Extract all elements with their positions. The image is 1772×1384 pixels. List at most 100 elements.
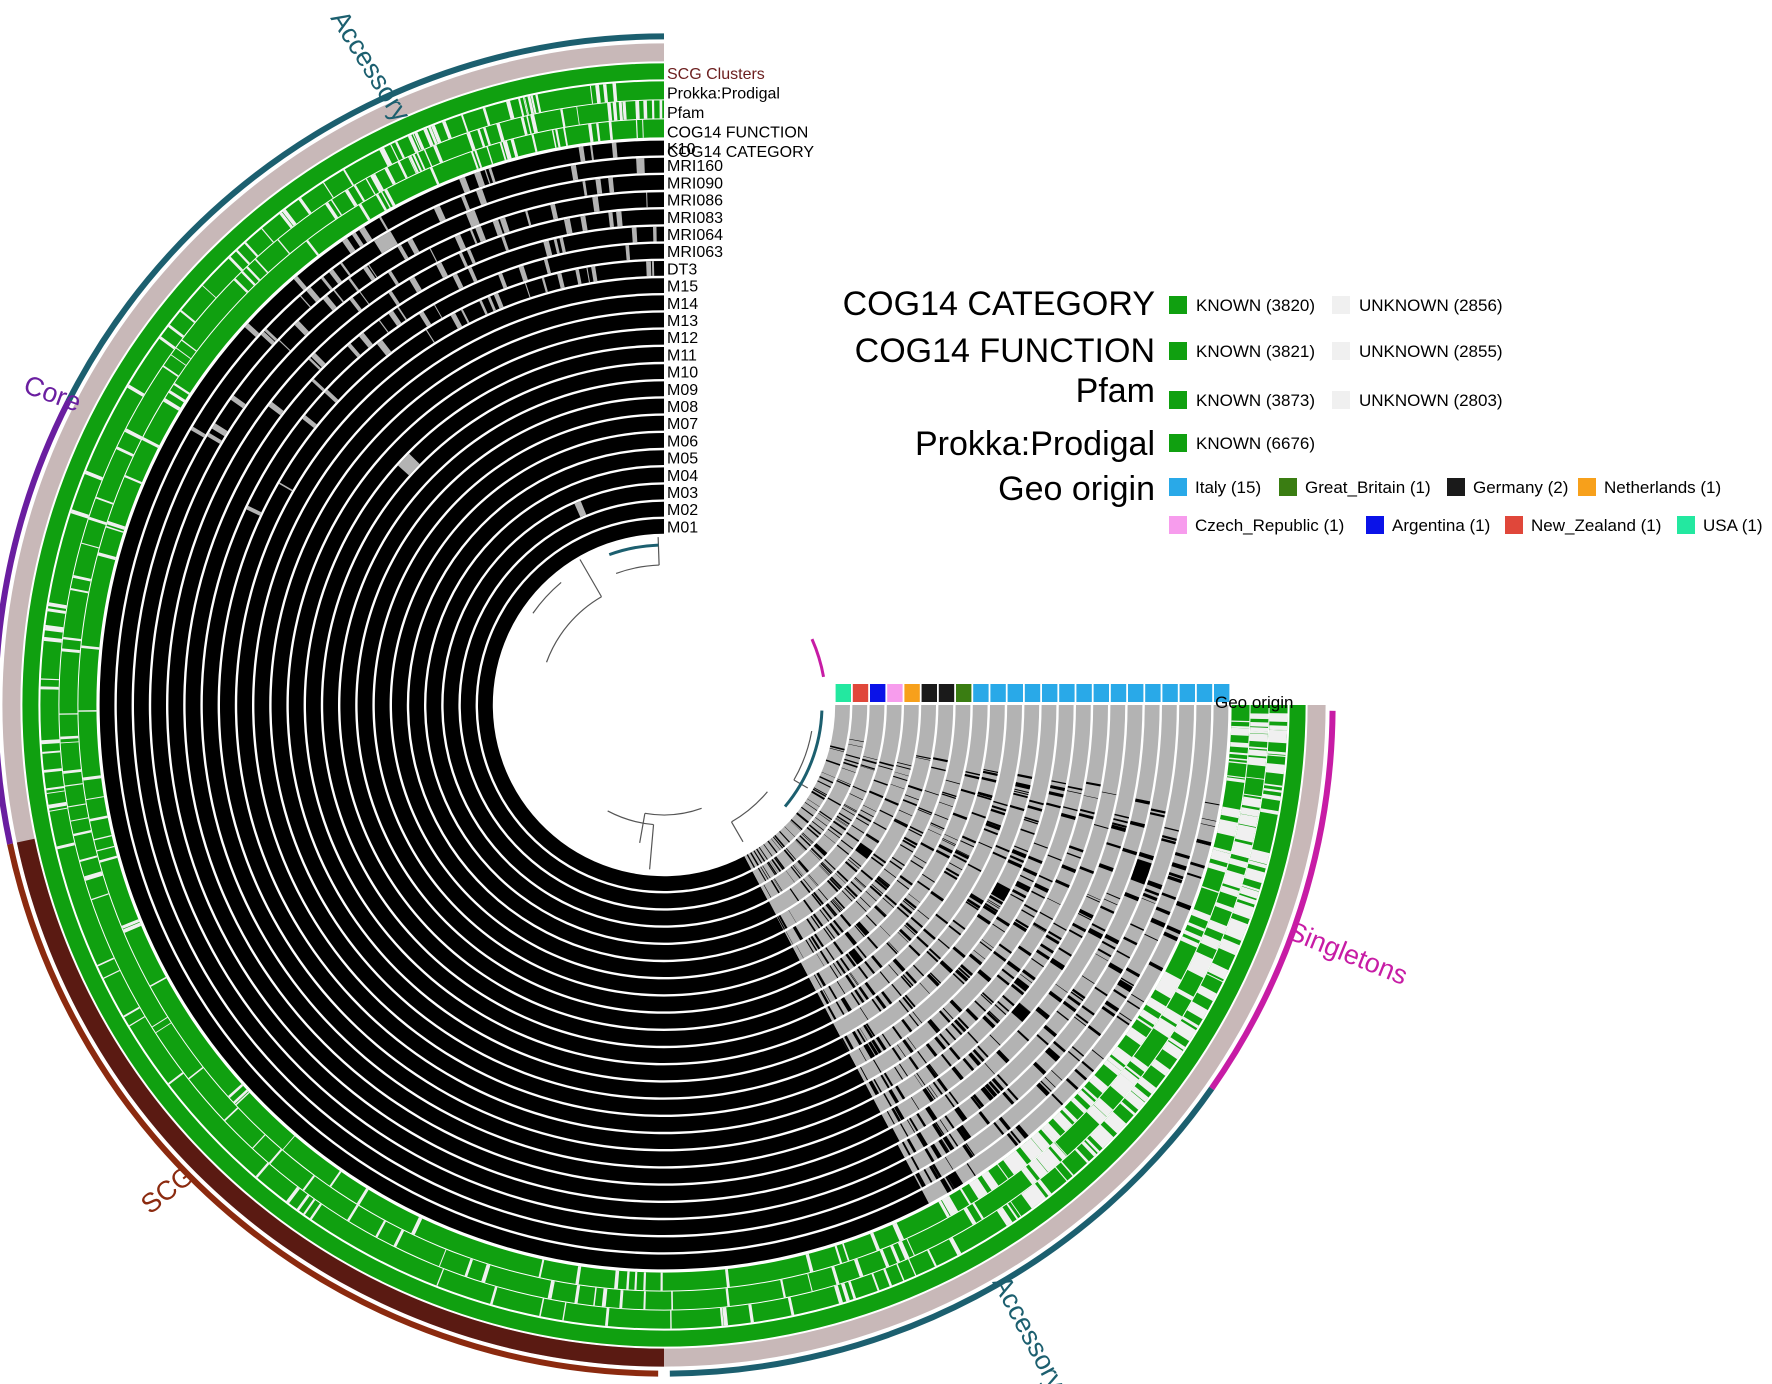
bin-arcs bbox=[0, 33, 1336, 1377]
geo-origin-cell bbox=[870, 684, 886, 702]
geo-origin-cell bbox=[1162, 684, 1178, 702]
legend-item-label: Netherlands (1) bbox=[1604, 478, 1721, 497]
genome-label: M08 bbox=[667, 399, 698, 416]
bin-label-accessory-top: Accessory bbox=[325, 5, 417, 127]
legend-swatch bbox=[1169, 296, 1187, 314]
layer-label: COG14 CATEGORY bbox=[667, 144, 814, 161]
presence-block bbox=[848, 948, 864, 965]
genome-label: M05 bbox=[667, 451, 698, 468]
legend-item-label: UNKNOWN (2856) bbox=[1359, 296, 1503, 315]
tree-branch bbox=[615, 564, 660, 575]
genome-ring-accessory bbox=[889, 705, 1160, 1143]
legend-item-label: Italy (15) bbox=[1195, 478, 1261, 497]
presence-stripes bbox=[767, 761, 894, 916]
presence-block bbox=[397, 453, 420, 476]
layer-label: COG14 FUNCTION bbox=[667, 125, 808, 142]
bin-label-accessory-bottom: Accessory bbox=[987, 1271, 1072, 1384]
tree-branch bbox=[657, 537, 660, 566]
tree-highlight bbox=[783, 710, 824, 808]
genome-label: MRI160 bbox=[667, 158, 723, 175]
genome-ring-accessory bbox=[905, 705, 1194, 1173]
bin-arc-accessory-top bbox=[65, 33, 665, 403]
presence-stripes bbox=[244, 142, 1220, 1193]
layer-label: Pfam bbox=[667, 105, 704, 122]
geo-origin-layer bbox=[835, 684, 1230, 702]
legend-swatch bbox=[1279, 478, 1297, 496]
legend-swatch bbox=[1505, 516, 1523, 534]
legend-item-label: KNOWN (3873) bbox=[1196, 391, 1315, 410]
genome-label: M03 bbox=[667, 485, 698, 502]
bin-arc-core bbox=[0, 400, 71, 845]
legend-title-cog14-category: COG14 CATEGORY bbox=[843, 285, 1155, 323]
genome-label: M06 bbox=[667, 433, 698, 450]
bin-arc-singletons bbox=[1209, 710, 1336, 1091]
bin-label-scg: SCG bbox=[135, 1160, 200, 1220]
legend-swatch bbox=[1447, 478, 1465, 496]
geo-origin-cell bbox=[990, 684, 1006, 702]
legend-title-prokka: Prokka:Prodigal bbox=[915, 425, 1155, 463]
genome-ring-accessory bbox=[833, 705, 1040, 1037]
legend-item-label: Germany (2) bbox=[1473, 478, 1568, 497]
bin-arc-scg bbox=[7, 843, 659, 1377]
presence-block bbox=[1130, 858, 1152, 885]
genome-ring-accessory bbox=[825, 705, 1022, 1022]
geo-legend-items: Italy (15) Great_Britain (1) Germany (2) Ne… bbox=[1169, 478, 1763, 535]
genome-dendrogram bbox=[532, 537, 826, 870]
legend-item-label: Argentina (1) bbox=[1392, 516, 1490, 535]
legend-item-label: KNOWN (3821) bbox=[1196, 342, 1315, 361]
presence-stripes bbox=[858, 780, 1067, 1062]
genome-label: M13 bbox=[667, 313, 698, 330]
presence-block bbox=[574, 500, 587, 518]
genome-ring-accessory bbox=[913, 705, 1212, 1189]
legend-swatch bbox=[1332, 391, 1350, 409]
presence-stripes bbox=[311, 226, 1130, 1125]
geo-origin-cell bbox=[835, 684, 851, 702]
presence-stripes bbox=[268, 211, 1151, 1144]
geo-origin-layer-label: Geo origin bbox=[1215, 693, 1293, 712]
legend-item-label: USA (1) bbox=[1703, 516, 1763, 535]
pangenome-rings bbox=[2, 43, 1326, 1367]
genome-ring-accessory bbox=[849, 705, 1074, 1067]
genome-ring-accessory bbox=[922, 705, 1229, 1204]
presence-block bbox=[991, 882, 1011, 902]
presence-stripes bbox=[827, 800, 1008, 1020]
geo-origin-cell bbox=[852, 684, 869, 702]
geo-origin-cell bbox=[938, 684, 955, 702]
genome-label: M10 bbox=[667, 365, 698, 382]
annotation-layer bbox=[78, 119, 1250, 1291]
legend-swatch bbox=[1677, 516, 1695, 534]
tree-highlight bbox=[810, 638, 826, 678]
geo-origin-cell bbox=[1214, 684, 1230, 702]
legend-swatch bbox=[1169, 478, 1187, 496]
geo-origin-cell bbox=[956, 684, 972, 702]
tree-branch bbox=[639, 813, 646, 843]
genome-label: K10 bbox=[667, 141, 696, 158]
presence-stripes bbox=[278, 261, 1101, 1096]
geo-origin-cell bbox=[1076, 684, 1092, 702]
legend-item-label: KNOWN (3820) bbox=[1196, 296, 1315, 315]
genome-label: MRI083 bbox=[667, 210, 723, 227]
genome-ring-accessory bbox=[760, 705, 885, 900]
genome-label: M04 bbox=[667, 468, 698, 485]
layer-label: Prokka:Prodigal bbox=[667, 86, 780, 103]
genome-label: M14 bbox=[667, 296, 698, 313]
presence-block bbox=[374, 231, 398, 254]
tree-branch bbox=[793, 730, 813, 781]
genome-label: DT3 bbox=[667, 261, 697, 278]
genome-ring-accessory bbox=[752, 705, 868, 885]
genome-ring-accessory bbox=[873, 705, 1126, 1113]
presence-stripes bbox=[815, 769, 999, 1008]
bin-label-singletons: Singletons bbox=[1284, 916, 1412, 991]
genome-ring-accessory bbox=[817, 705, 1005, 1006]
legend-title-pfam: Pfam bbox=[1076, 372, 1155, 410]
geo-origin-cell bbox=[904, 684, 920, 702]
legend-swatch bbox=[1366, 516, 1384, 534]
genome-label: M12 bbox=[667, 330, 698, 347]
layer-label: SCG Clusters bbox=[667, 66, 765, 83]
annotation-layer bbox=[59, 100, 1269, 1310]
legend-item-label: UNKNOWN (2803) bbox=[1359, 391, 1503, 410]
genome-label: M15 bbox=[667, 279, 698, 296]
genome-ring-accessory bbox=[865, 705, 1108, 1098]
geo-origin-cell bbox=[973, 684, 989, 702]
geo-origin-cell bbox=[1059, 684, 1075, 702]
